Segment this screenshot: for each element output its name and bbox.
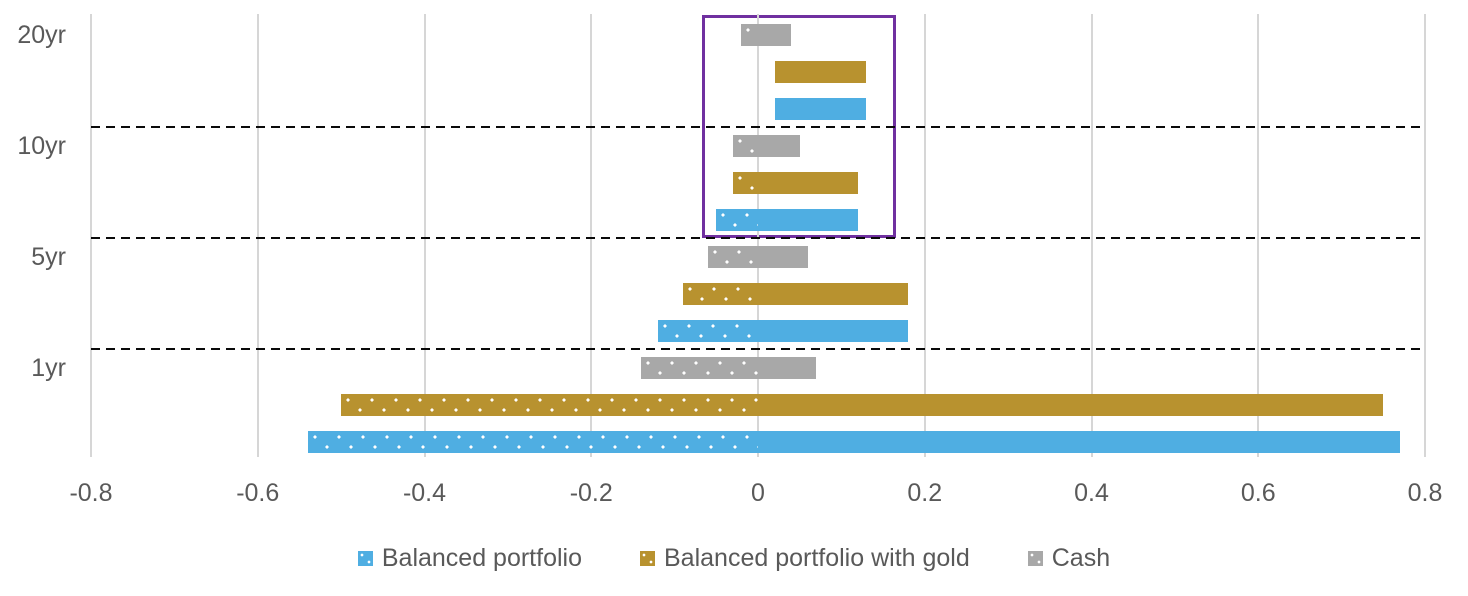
x-axis-tick-label: 0 [751, 479, 765, 507]
bar-negative-dotted-segment [341, 394, 758, 416]
bar-negative-dotted-segment [682, 283, 758, 305]
gridline-x-0.6 [1257, 14, 1260, 457]
legend-item-balanced: Balanced portfolio [357, 544, 582, 573]
legend-item-cash: Cash [1027, 544, 1111, 573]
gridline-x--0.4 [423, 14, 426, 457]
legend-label-balanced: Balanced portfolio [381, 544, 582, 572]
x-axis-tick-label: -0.6 [236, 479, 280, 507]
legend-swatch-cash-icon [1027, 551, 1043, 566]
x-axis-tick-label: 0.8 [1407, 479, 1443, 507]
bar-gold-10yr [732, 172, 859, 194]
x-axis-tick-label: -0.4 [402, 479, 447, 507]
group-separator-dashed-line [91, 348, 1425, 350]
bar-cash-1yr [641, 357, 817, 379]
bar-negative-dotted-segment [657, 320, 758, 342]
legend-label-cash: Cash [1051, 544, 1111, 572]
bar-cash-5yr [707, 246, 809, 268]
y-axis-label-10yr: 10yr [17, 132, 66, 160]
x-axis-tick-label: -0.8 [69, 479, 113, 507]
legend-label-gold: Balanced portfolio with gold [664, 544, 970, 572]
bar-negative-dotted-segment [732, 172, 758, 194]
y-axis-label-5yr: 5yr [31, 243, 66, 271]
gridline-x--0.2 [590, 14, 593, 457]
bar-negative-dotted-segment [741, 24, 758, 46]
x-axis-tick-label: 0.2 [907, 479, 943, 507]
bar-negative-dotted-segment [716, 209, 758, 231]
x-axis-tick-label: 0.6 [1240, 479, 1276, 507]
legend-item-gold: Balanced portfolio with gold [640, 544, 970, 573]
y-axis-label-20yr: 20yr [17, 21, 66, 49]
bar-gold-5yr [682, 283, 909, 305]
legend-swatch-balanced-icon [357, 551, 373, 566]
gridline-x--0.6 [256, 14, 259, 457]
bar-gold-20yr [774, 61, 867, 83]
x-axis-tick-label: 0.4 [1074, 479, 1109, 507]
bar-negative-dotted-segment [732, 135, 758, 157]
bar-negative-dotted-segment [641, 357, 758, 379]
bar-cash-20yr [741, 24, 792, 46]
group-separator-dashed-line [91, 126, 1425, 128]
bar-balanced-5yr [657, 320, 909, 342]
bar-gold-1yr [341, 394, 1384, 416]
bar-negative-dotted-segment [307, 431, 758, 453]
bar-negative-dotted-segment [707, 246, 758, 268]
y-axis-label-1yr: 1yr [31, 354, 66, 382]
bar-balanced-1yr [307, 431, 1400, 453]
bar-balanced-10yr [716, 209, 859, 231]
gridline-x-0 [757, 14, 759, 457]
gridline-x--0.8 [90, 14, 92, 457]
x-axis-tick-label: -0.2 [569, 479, 613, 507]
gridline-x-0.8 [1424, 14, 1426, 457]
group-separator-dashed-line [91, 237, 1425, 239]
gridline-x-0.2 [923, 14, 926, 457]
bar-cash-10yr [732, 135, 800, 157]
legend: Balanced portfolio Balanced portfolio wi… [0, 544, 1468, 573]
bar-balanced-20yr [774, 98, 867, 120]
legend-swatch-gold-icon [640, 551, 655, 566]
gridline-x-0.4 [1090, 14, 1093, 457]
